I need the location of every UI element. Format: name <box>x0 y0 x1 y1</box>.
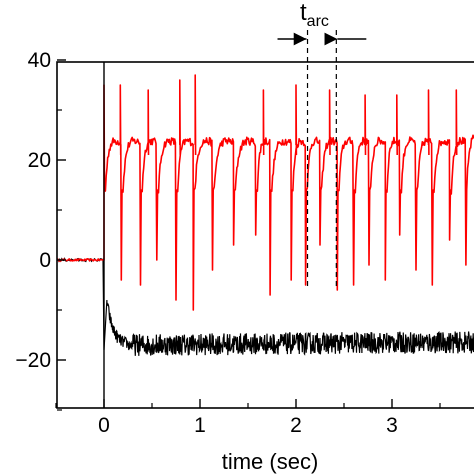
y-tick-label: 40 <box>28 49 51 72</box>
x-tick-label: 2 <box>290 414 302 437</box>
y-tick-label: 0 <box>39 249 51 272</box>
x-tick-label: 3 <box>386 414 398 437</box>
y-ticks: −20 0 20 40 <box>15 49 66 411</box>
t-arc-label-sub: arc <box>307 13 329 30</box>
y-tick-label: −20 <box>15 349 51 372</box>
t-arc-label: tarc <box>300 0 329 30</box>
y-tick-label: 20 <box>28 149 51 172</box>
x-ticks: 0 1 2 3 <box>55 399 441 437</box>
t-arc-annotation: tarc <box>277 0 367 46</box>
x-tick-label: 1 <box>194 414 206 437</box>
black-series-line <box>57 257 474 356</box>
x-tick-label: 0 <box>98 414 110 437</box>
t-arc-label-main: t <box>300 0 307 26</box>
plot-frame <box>56 61 474 409</box>
red-series-line <box>57 74 474 311</box>
x-axis-title: time (sec) <box>222 449 319 474</box>
